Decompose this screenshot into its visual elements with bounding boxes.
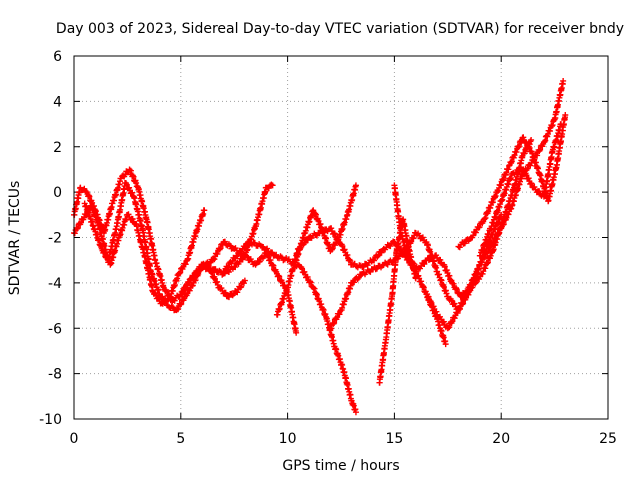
- y-tick-label: 4: [53, 94, 62, 110]
- y-tick-label: 2: [53, 140, 62, 156]
- x-tick-label: 0: [70, 431, 79, 447]
- plus-markers: [81, 200, 208, 307]
- series-track-12: [455, 111, 569, 251]
- x-tick-label: 20: [492, 431, 510, 447]
- y-tick-label: 0: [53, 185, 62, 201]
- series-track-13: [476, 121, 565, 259]
- y-tick-label: -8: [48, 367, 62, 383]
- plot-frame: [73, 55, 609, 420]
- x-tick-label: 15: [385, 431, 403, 447]
- x-tick-label: 10: [279, 431, 297, 447]
- y-tick-labels: -10 -8 -6 -4 -2 0 2 4 6: [39, 49, 62, 428]
- y-tick-label: -4: [48, 276, 62, 292]
- series-track-7: [293, 182, 359, 264]
- y-tick-label: 6: [53, 49, 62, 65]
- chart-title: Day 003 of 2023, Sidereal Day-to-day VTE…: [56, 21, 624, 37]
- x-axis-title: GPS time / hours: [282, 458, 399, 474]
- plus-markers: [455, 111, 569, 251]
- x-tick-labels: 0 5 10 15 20 25: [70, 431, 617, 447]
- y-tick-label: -2: [48, 231, 62, 247]
- plus-markers: [476, 121, 565, 259]
- x-tick-label: 5: [176, 431, 185, 447]
- data-marks: [71, 77, 569, 416]
- y-tick-label: -6: [48, 321, 62, 337]
- y-axis-title: SDTVAR / TECUs: [7, 181, 23, 296]
- series-track-3: [81, 200, 208, 307]
- x-tick-label: 25: [599, 431, 617, 447]
- plus-markers: [293, 182, 359, 264]
- series-track-5: [220, 239, 359, 416]
- y-tick-label: -10: [39, 412, 62, 428]
- plus-markers: [220, 239, 359, 416]
